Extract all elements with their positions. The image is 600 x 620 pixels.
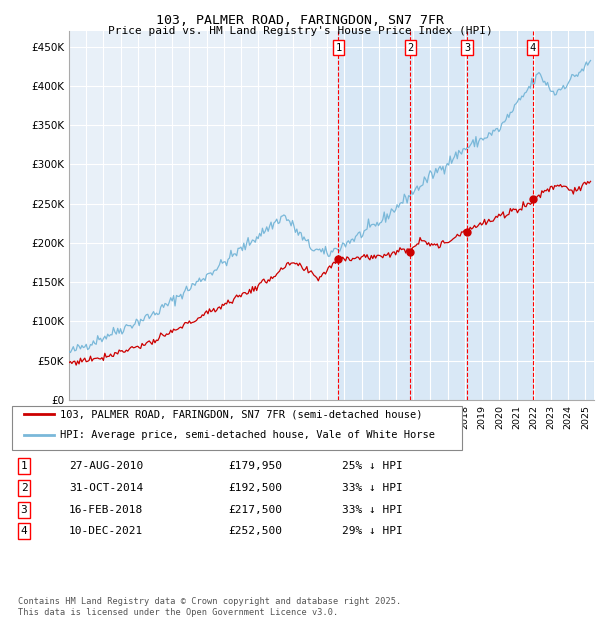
Text: £179,950: £179,950	[228, 461, 282, 471]
Text: 4: 4	[529, 43, 536, 53]
Text: 31-OCT-2014: 31-OCT-2014	[69, 483, 143, 493]
Text: HPI: Average price, semi-detached house, Vale of White Horse: HPI: Average price, semi-detached house,…	[60, 430, 435, 440]
Text: 27-AUG-2010: 27-AUG-2010	[69, 461, 143, 471]
Text: 3: 3	[20, 505, 28, 515]
Bar	[338, 31, 594, 400]
Text: £252,500: £252,500	[228, 526, 282, 536]
Text: 4: 4	[20, 526, 28, 536]
Text: 2: 2	[407, 43, 413, 53]
Text: 10-DEC-2021: 10-DEC-2021	[69, 526, 143, 536]
Text: 3: 3	[464, 43, 470, 53]
Text: 1: 1	[20, 461, 28, 471]
Text: 33% ↓ HPI: 33% ↓ HPI	[342, 483, 403, 493]
Text: 33% ↓ HPI: 33% ↓ HPI	[342, 505, 403, 515]
Text: 1: 1	[335, 43, 341, 53]
Text: Price paid vs. HM Land Registry's House Price Index (HPI): Price paid vs. HM Land Registry's House …	[107, 26, 493, 36]
Text: £217,500: £217,500	[228, 505, 282, 515]
Text: £192,500: £192,500	[228, 483, 282, 493]
Text: 16-FEB-2018: 16-FEB-2018	[69, 505, 143, 515]
Text: Contains HM Land Registry data © Crown copyright and database right 2025.
This d: Contains HM Land Registry data © Crown c…	[18, 598, 401, 617]
Text: 25% ↓ HPI: 25% ↓ HPI	[342, 461, 403, 471]
Text: 103, PALMER ROAD, FARINGDON, SN7 7FR: 103, PALMER ROAD, FARINGDON, SN7 7FR	[156, 14, 444, 27]
Text: 2: 2	[20, 483, 28, 493]
Text: 103, PALMER ROAD, FARINGDON, SN7 7FR (semi-detached house): 103, PALMER ROAD, FARINGDON, SN7 7FR (se…	[60, 409, 422, 419]
Text: 29% ↓ HPI: 29% ↓ HPI	[342, 526, 403, 536]
